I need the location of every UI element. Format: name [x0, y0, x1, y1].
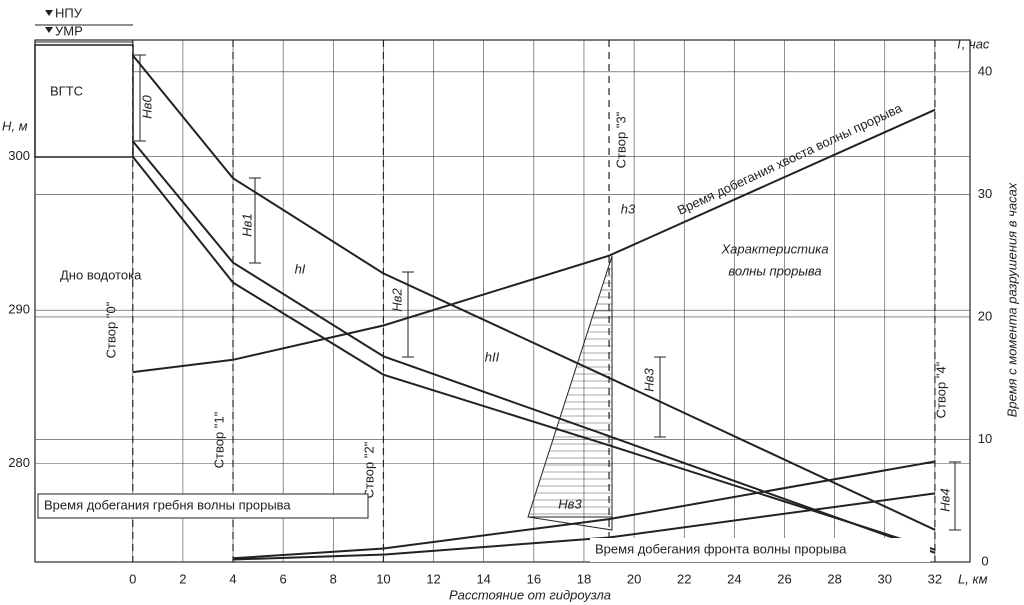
annotation: Hв1 — [239, 213, 254, 236]
series-line — [132, 108, 936, 374]
x-tick-label: 26 — [777, 571, 791, 586]
x-tick-label: 12 — [426, 571, 440, 586]
x-tick-label: 20 — [627, 571, 641, 586]
series-line — [132, 140, 936, 554]
y2-tick-label: 40 — [978, 63, 992, 78]
section-label: Створ "2" — [361, 441, 376, 498]
x-tick-label: 32 — [928, 571, 942, 586]
x-axis-title: Расстояние от гидроузла — [449, 587, 611, 602]
annotation: Hв3 — [558, 496, 582, 511]
series-label: Время добегания гребня волны прорыва — [44, 497, 291, 512]
section-label: Створ "3" — [613, 111, 628, 168]
section-label: Створ "1" — [211, 411, 226, 468]
annotation: Hв0 — [139, 95, 154, 119]
structure-label: ВГТС — [50, 83, 83, 98]
x-tick-label: 14 — [476, 571, 490, 586]
annotation: h3 — [621, 201, 636, 216]
annotation: Hв2 — [389, 288, 404, 312]
annotation: hI — [295, 261, 306, 276]
series-line — [132, 156, 936, 551]
annotation: Hв3 — [641, 368, 656, 392]
y2-tick-label: 10 — [978, 431, 992, 446]
y2-tick-label: 30 — [978, 186, 992, 201]
label-box — [590, 538, 930, 562]
section-label: Створ "4" — [933, 361, 948, 418]
x-axis-unit: L, км — [958, 571, 988, 586]
y2-axis-title: Время с момента разрушения в часах — [1004, 182, 1019, 417]
x-tick-label: 4 — [229, 571, 236, 586]
x-tick-label: 2 — [179, 571, 186, 586]
label-box — [37, 493, 369, 519]
x-tick-label: 16 — [527, 571, 541, 586]
series-line — [232, 492, 936, 561]
x-tick-label: 10 — [376, 571, 390, 586]
x-tick-label: 8 — [330, 571, 337, 586]
series-line — [232, 460, 936, 560]
y-tick-label: 280 — [8, 455, 30, 470]
structure: НПУ УМР ВГТС — [34, 5, 134, 158]
annotation: Характеристика — [720, 241, 828, 256]
x-tick-label: 24 — [727, 571, 741, 586]
y-tick-label: 290 — [8, 302, 30, 317]
x-tick-label: 0 — [129, 571, 136, 586]
annotation: волны прорыва — [728, 263, 821, 278]
y2-axis-label: T, час — [955, 36, 990, 51]
y2-tick-label: 0 — [981, 553, 988, 568]
level-marker — [45, 10, 53, 33]
x-tick-label: 6 — [280, 571, 287, 586]
series-label: Время добегания фронта волны прорыва — [595, 541, 847, 556]
level-label: УМР — [55, 23, 83, 38]
section-label: Створ "0" — [103, 301, 118, 358]
structure-box — [34, 44, 134, 158]
x-tick-label: 30 — [878, 571, 892, 586]
annotation: hII — [485, 349, 500, 364]
x-tick-label: 28 — [827, 571, 841, 586]
y2-tick-label: 20 — [978, 308, 992, 323]
y-tick-label: 300 — [8, 148, 30, 163]
y-axis-label: H, м — [2, 118, 28, 133]
level-label: НПУ — [55, 5, 83, 20]
x-tick-label: 22 — [677, 571, 691, 586]
series-line — [132, 54, 936, 531]
annotation: Hв4 — [937, 488, 952, 511]
series-label: Дно водотока — [60, 267, 142, 282]
x-tick-label: 18 — [577, 571, 591, 586]
